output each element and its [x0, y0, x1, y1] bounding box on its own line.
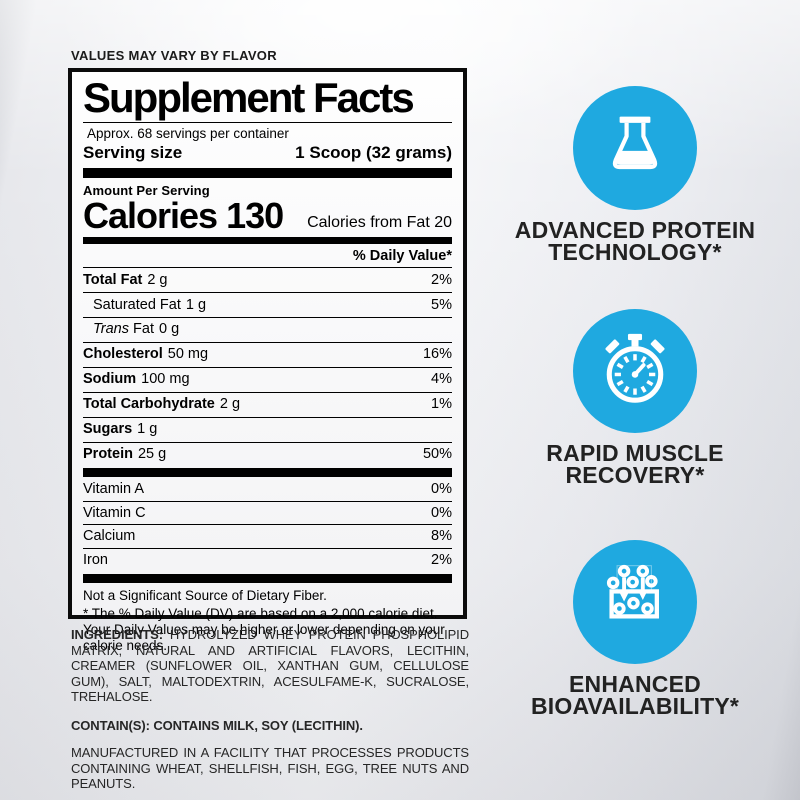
dv-value: 0%	[431, 480, 452, 497]
feature-advanced-protein: ADVANCED PROTEIN TECHNOLOGY*	[499, 86, 771, 265]
serving-size-value: 1 Scoop (32 grams)	[295, 143, 452, 163]
ingredients-text: HYDROLYZED WHEY PROTEIN PHOSPHOLIPID MAT…	[71, 627, 469, 704]
vitamin-row-iron: Iron 2%	[83, 552, 452, 569]
dv-value: 4%	[431, 371, 452, 388]
dv-value: 0%	[431, 504, 452, 521]
nutrient-row-total-fat: Total Fat 2 g 2%	[83, 268, 452, 294]
absorption-icon	[596, 561, 674, 644]
daily-value-header: % Daily Value*	[83, 244, 452, 269]
feature-bioavailability: ENHANCED BIOAVAILABILITY*	[499, 540, 771, 719]
vitamin-row-calcium: Calcium 8%	[83, 525, 452, 550]
thick-divider	[83, 467, 452, 477]
vitamin-row-vitamin-a: Vitamin A 0%	[83, 478, 452, 502]
nutrient-row-saturated-fat: Saturated Fat 1 g 5%	[83, 293, 452, 318]
serving-size-label: Serving size	[83, 143, 183, 163]
ingredients-paragraph: INGREDIENTS: HYDROLYZED WHEY PROTEIN PHO…	[71, 627, 469, 705]
servings-per-container: Approx. 68 servings per container	[87, 125, 289, 141]
calories-from-fat: Calories from Fat 20	[307, 213, 452, 231]
dv-value: 50%	[422, 446, 452, 463]
ingredients-section: INGREDIENTS: HYDROLYZED WHEY PROTEIN PHO…	[71, 627, 469, 792]
feature-caption: ADVANCED PROTEIN TECHNOLOGY*	[514, 217, 756, 265]
feature-circle	[573, 540, 697, 664]
feature-caption: RAPID MUSCLE RECOVERY*	[546, 440, 724, 488]
feature-circle	[573, 309, 697, 433]
nutrient-row-trans-fat: Trans Fat 0 g	[83, 318, 452, 343]
dv-value: 2%	[431, 552, 452, 569]
nutrient-row-sugars: Sugars 1 g	[83, 418, 452, 443]
calories-value: Calories 130	[83, 194, 284, 236]
thick-divider	[83, 574, 452, 584]
nutrient-row-sodium: Sodium 100 mg 4%	[83, 368, 452, 393]
calories-row: Calories 130 Calories from Fat 20	[83, 194, 452, 236]
flask-icon	[600, 111, 670, 186]
fiber-footnote: Not a Significant Source of Dietary Fibe…	[83, 588, 327, 604]
feature-caption: ENHANCED BIOAVAILABILITY*	[530, 671, 740, 719]
feature-circle	[573, 86, 697, 210]
dv-value: 2%	[431, 271, 452, 288]
dv-value: 16%	[422, 346, 452, 363]
supplement-facts-panel: Supplement Facts Approx. 68 servings per…	[68, 68, 467, 653]
stopwatch-icon	[596, 330, 674, 413]
daily-value-footnote: * The % Daily Value (DV) are based on a …	[83, 605, 445, 654]
ingredients-label: INGREDIENTS:	[71, 627, 163, 642]
vitamin-row-vitamin-c: Vitamin C 0%	[83, 502, 452, 526]
flavor-disclaimer: VALUES MAY VARY BY FLAVOR	[71, 48, 277, 63]
thick-divider	[83, 167, 452, 178]
feature-rapid-recovery: RAPID MUSCLE RECOVERY*	[499, 309, 771, 488]
dv-value: 8%	[431, 528, 452, 545]
divider	[83, 121, 452, 123]
dv-value: 5%	[431, 296, 452, 313]
dv-value: 1%	[431, 396, 452, 413]
serving-size-row: Serving size 1 Scoop (32 grams)	[83, 143, 452, 163]
amount-per-serving-label: Amount Per Serving	[83, 182, 210, 198]
nutrient-row-cholesterol: Cholesterol 50 mg 16%	[83, 343, 452, 368]
nutrient-row-protein: Protein 25 g 50%	[83, 446, 452, 463]
facility-statement: MANUFACTURED IN A FACILITY THAT PROCESSE…	[71, 745, 469, 791]
nutrient-row-total-carbohydrate: Total Carbohydrate 2 g 1%	[83, 393, 452, 418]
contains-statement: CONTAIN(S): CONTAINS MILK, SOY (LECITHIN…	[71, 717, 363, 733]
thick-divider	[83, 237, 452, 245]
panel-title: Supplement Facts	[83, 74, 415, 121]
